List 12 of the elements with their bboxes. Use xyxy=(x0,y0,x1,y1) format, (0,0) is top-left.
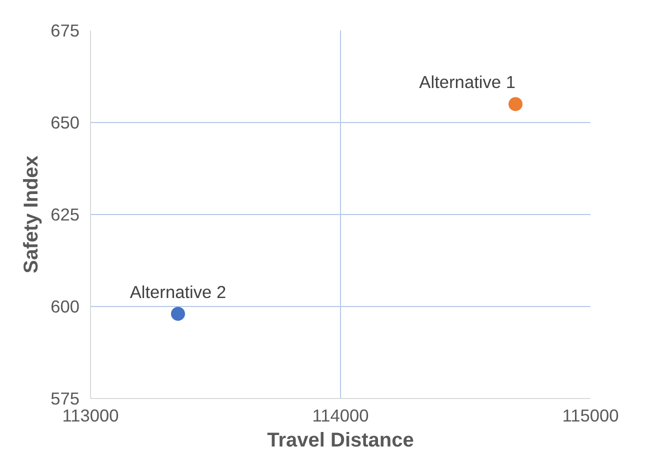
x-tick-label: 113000 xyxy=(62,406,119,426)
y-tick-label: 600 xyxy=(50,296,80,316)
y-tick-label: 575 xyxy=(50,388,80,408)
y-axis-title: Safety Index xyxy=(20,156,43,274)
x-tick-label: 114000 xyxy=(312,406,369,426)
series-label: Alternative 1 xyxy=(419,72,516,92)
x-axis-title: Travel Distance xyxy=(267,430,414,452)
series-label: Alternative 2 xyxy=(130,282,226,302)
y-tick-label: 650 xyxy=(50,112,80,132)
y-tick-label: 625 xyxy=(50,204,80,224)
x-tick-label: 115000 xyxy=(562,406,619,426)
y-tick-label: 675 xyxy=(50,20,80,40)
